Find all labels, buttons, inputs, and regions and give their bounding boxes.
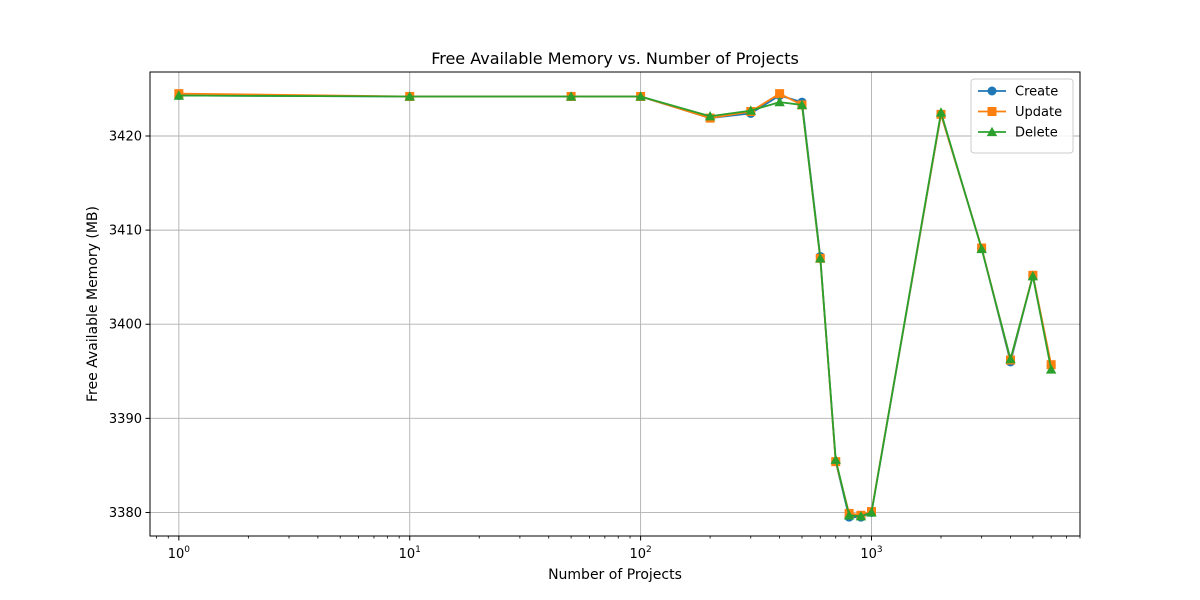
data-point-delete (866, 507, 877, 517)
data-point-delete (830, 454, 841, 464)
y-tick-label: 3420 (109, 130, 142, 145)
data-point-delete (976, 243, 987, 254)
series-delete (173, 90, 1057, 521)
legend-marker-delete (986, 126, 998, 137)
y-tick-label: 3410 (109, 224, 142, 239)
x-tick-label: 102 (629, 545, 651, 562)
data-point-delete (745, 105, 756, 115)
legend-item-create: Create (978, 85, 1058, 100)
data-point-delete (1045, 364, 1057, 374)
plot-frame (149, 71, 1081, 537)
legend: Create Update Delete (970, 78, 1074, 154)
data-point-delete (404, 91, 415, 101)
y-axis-title: Free Available Memory (MB) (85, 206, 101, 402)
x-tick-label: 103 (860, 545, 882, 562)
series-line-delete (178, 94, 1053, 518)
chart-title: Free Available Memory vs. Number of Proj… (431, 49, 799, 68)
data-point-delete (565, 91, 577, 101)
data-point-delete (815, 253, 826, 263)
data-point-delete (1027, 271, 1039, 281)
data-point-delete (774, 96, 785, 107)
data-point-update (775, 89, 785, 99)
series-layer (173, 89, 1057, 522)
data-point-delete (173, 90, 185, 100)
legend-label-delete: Delete (1015, 126, 1058, 141)
legend-item-delete: Delete (978, 126, 1058, 141)
legend-marker-update (987, 107, 997, 116)
y-tick-label: 3390 (109, 412, 142, 427)
legend-marker-create (987, 86, 997, 96)
x-tick-label: 100 (168, 545, 191, 562)
grid (150, 72, 1080, 536)
axis-ticks: 100 101 102 103 3380 3390 3400 3410 3420 (109, 130, 1081, 562)
data-point-delete (635, 91, 646, 101)
data-point-delete (843, 510, 855, 520)
x-tick-label: 101 (399, 545, 421, 562)
legend-label-create: Create (1015, 85, 1058, 100)
data-point-delete (796, 99, 808, 110)
data-point-delete (1005, 353, 1016, 364)
legend-box (970, 78, 1074, 154)
y-tick-label: 3400 (109, 318, 142, 333)
data-point-delete (704, 111, 716, 121)
legend-label-update: Update (1015, 105, 1062, 120)
data-point-delete (935, 107, 947, 117)
data-point-delete (855, 511, 867, 521)
y-tick-label: 3380 (109, 506, 142, 521)
legend-item-update: Update (978, 105, 1062, 120)
x-axis-title: Number of Projects (548, 567, 682, 583)
